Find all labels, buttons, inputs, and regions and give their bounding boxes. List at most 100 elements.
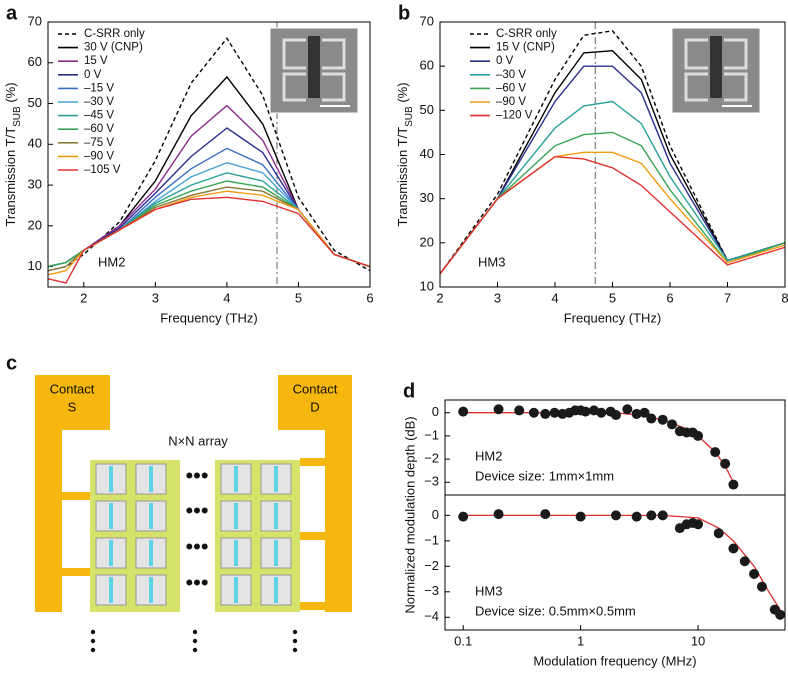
series-line xyxy=(48,172,370,268)
graphene-bar xyxy=(234,540,238,566)
graphene-bar xyxy=(234,503,238,529)
annotation: Device size: 1mm×1mm xyxy=(475,468,614,483)
x-tick-label: 1 xyxy=(577,633,584,648)
y-axis-label-part: Transmission T/T xyxy=(395,127,410,227)
data-point xyxy=(710,447,721,458)
data-point xyxy=(493,509,504,520)
y-axis-label: Transmission T/TSUB (%) xyxy=(3,82,23,226)
ellipsis: ••• ••• ••• ••• xyxy=(185,463,208,595)
ellipsis-dot xyxy=(192,629,198,635)
contact-label: Contact xyxy=(293,381,338,396)
data-point xyxy=(728,543,739,554)
connector xyxy=(62,568,90,576)
data-point xyxy=(657,510,668,521)
graphene-bar xyxy=(234,466,238,492)
series-line xyxy=(440,49,785,275)
y-axis-label-part: (%) xyxy=(3,82,18,106)
graphene-bar xyxy=(149,540,153,566)
annotation: Device size: 0.5mm×0.5mm xyxy=(475,603,636,618)
series-line xyxy=(440,100,785,275)
panel-label: b xyxy=(398,2,410,24)
x-axis-label: Modulation frequency (MHz) xyxy=(533,653,696,668)
data-point xyxy=(756,581,767,592)
ellipsis-dot xyxy=(292,647,298,653)
chart-panel: 2 3 4 5 6 7 8 10 20 30 40 50 60 70 b Frequency (THz) Tra… xyxy=(395,2,788,325)
y-tick-label: 20 xyxy=(28,217,42,232)
sem-bar xyxy=(308,36,320,98)
contact-label: Contact xyxy=(50,381,95,396)
data-point xyxy=(631,408,642,419)
data-point xyxy=(493,404,504,415)
fit-line xyxy=(463,514,781,610)
contact-label: D xyxy=(310,399,319,414)
graphene-bar xyxy=(274,577,278,603)
contact-s-pad xyxy=(35,375,110,612)
legend-label: –60 V xyxy=(84,123,114,135)
annotation: HM3 xyxy=(475,583,502,598)
chart-panel: 0 −1 −2 −3 d Normalized modulation depth (dB)… xyxy=(402,380,786,614)
y-tick-label: 50 xyxy=(28,95,42,110)
legend-label: –15 V xyxy=(84,82,114,94)
data-point xyxy=(575,511,586,522)
legend-label: –30 V xyxy=(496,69,526,81)
graphene-bar xyxy=(109,540,113,566)
x-tick-label: 7 xyxy=(724,290,731,305)
data-point xyxy=(596,407,607,418)
x-tick-label: 10 xyxy=(691,633,705,648)
legend-label: 30 V (CNP) xyxy=(84,42,143,54)
axes-frame xyxy=(439,21,786,288)
y-tick-label: 10 xyxy=(420,278,434,293)
graphene-bar xyxy=(109,503,113,529)
axes-frame xyxy=(47,21,371,288)
legend-label: 15 V xyxy=(84,55,108,67)
data-point xyxy=(646,413,657,424)
y-tick-label: −1 xyxy=(424,532,439,547)
y-tick-label: 0 xyxy=(432,507,439,522)
y-tick-label: 30 xyxy=(420,190,434,205)
y-axis-label-part: SUB xyxy=(404,106,415,127)
y-tick-label: 20 xyxy=(420,234,434,249)
x-tick-label: 3 xyxy=(152,290,159,305)
ellipsis-dot xyxy=(192,638,198,644)
data-point xyxy=(610,510,621,521)
sem-srr xyxy=(282,38,346,102)
panel-label: c xyxy=(6,352,17,374)
legend-label: 0 V xyxy=(84,69,102,81)
series-line xyxy=(440,65,785,275)
y-tick-label: 60 xyxy=(420,58,434,73)
svg-text:•••: ••• xyxy=(185,534,208,559)
svg-text:•••: ••• xyxy=(185,463,208,488)
y-axis-label-part: Transmission T/T xyxy=(3,127,18,227)
x-tick-label: 3 xyxy=(494,290,501,305)
legend-label: C-SRR only xyxy=(84,28,145,40)
series-line xyxy=(48,37,370,272)
y-tick-label: −4 xyxy=(424,609,439,624)
y-tick-label: 40 xyxy=(28,136,42,151)
y-axis-label-part: (%) xyxy=(395,82,410,106)
svg-text:•••: ••• xyxy=(185,570,208,595)
legend-label: –75 V xyxy=(84,137,114,149)
data-point xyxy=(720,458,731,469)
legend-label: –105 V xyxy=(84,164,121,176)
data-point xyxy=(458,406,469,417)
y-tick-label: −1 xyxy=(424,427,439,442)
graphene-bar xyxy=(109,577,113,603)
data-point xyxy=(540,408,551,419)
graphene-bar xyxy=(274,540,278,566)
y-axis-label: Transmission T/TSUB (%) xyxy=(395,82,415,226)
data-point xyxy=(728,479,739,490)
data-point xyxy=(514,405,525,416)
annotation: HM3 xyxy=(478,254,505,269)
legend-label: –120 V xyxy=(496,110,533,122)
x-tick-label: 8 xyxy=(781,290,788,305)
chart-panel: 2 3 4 5 6 10 20 30 40 50 60 70 a Frequency (THz) Trans… xyxy=(3,2,373,325)
connector xyxy=(62,492,90,500)
data-point xyxy=(540,509,551,520)
data-point xyxy=(713,528,724,539)
svg-text:•••: ••• xyxy=(185,498,208,523)
data-point xyxy=(667,419,678,430)
series-line xyxy=(440,155,785,275)
x-tick-label: 5 xyxy=(609,290,616,305)
contact-d-pad xyxy=(278,375,352,612)
